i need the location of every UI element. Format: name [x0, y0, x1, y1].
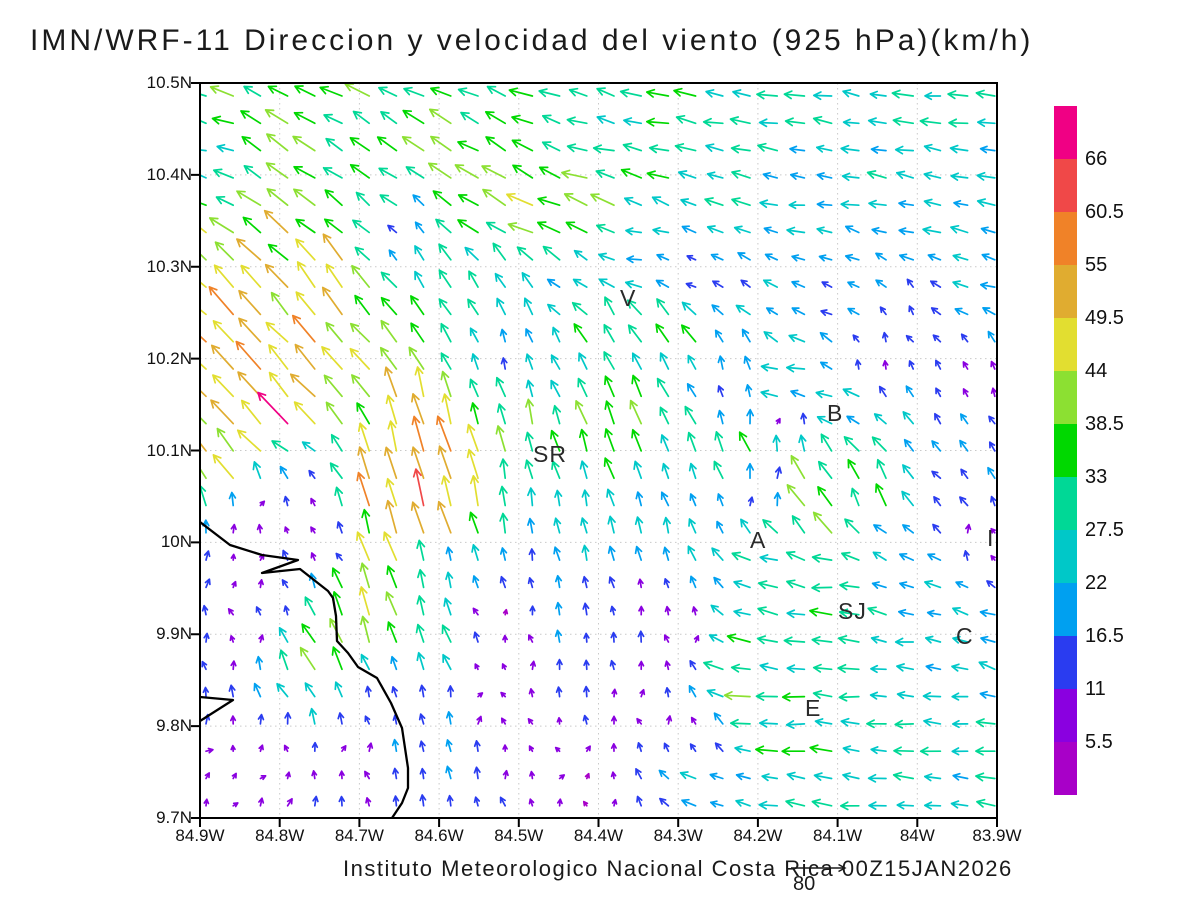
colorbar-label: 66 [1085, 148, 1108, 170]
reference-vector-arrow [791, 863, 847, 873]
colorbar-label: 60.5 [1085, 201, 1124, 223]
colorbar-label: 22 [1085, 572, 1108, 594]
colorbar-label: 27.5 [1085, 519, 1124, 541]
colorbar-segment [1054, 212, 1077, 265]
y-tick-label: 10.4N [146, 164, 192, 184]
x-tick-label: 84.8W [255, 826, 305, 845]
x-tick-label: 83.9W [972, 826, 1022, 845]
x-tick-label: 84.3W [653, 826, 703, 845]
x-tick-label: 84.9W [175, 826, 225, 845]
station-label-v: V [620, 285, 637, 311]
y-tick-label: 10.1N [146, 440, 192, 460]
colorbar-label: 5.5 [1085, 731, 1113, 753]
station-label-e: E [805, 695, 822, 721]
colorbar-segment [1054, 318, 1077, 371]
y-tick-label: 10.3N [146, 256, 192, 276]
x-tick-label: 84.6W [414, 826, 464, 845]
colorbar-segment [1054, 424, 1077, 477]
x-tick-label: 84.2W [733, 826, 783, 845]
colorbar-segment [1054, 689, 1077, 742]
chart-title: IMN/WRF-11 Direccion y velocidad del vie… [30, 24, 1034, 57]
y-tick-label: 10.5N [146, 73, 192, 92]
colorbar-segment [1054, 106, 1077, 159]
x-tick-label: 84.1W [813, 826, 863, 845]
x-tick-label: 84.7W [334, 826, 384, 845]
colorbar-segment [1054, 583, 1077, 636]
colorbar-label: 49.5 [1085, 307, 1124, 329]
colorbar-segment [1054, 477, 1077, 530]
colorbar-label: 55 [1085, 254, 1108, 276]
x-tick-label: 84W [899, 826, 935, 845]
station-label-a: A [750, 527, 767, 553]
y-tick-label: 9.9N [156, 624, 192, 644]
colorbar-label: 38.5 [1085, 413, 1124, 435]
x-tick-label: 84.4W [573, 826, 624, 845]
colorbar-label: 44 [1085, 360, 1108, 382]
y-tick-label: 10N [160, 532, 192, 552]
coastline [200, 521, 410, 818]
station-label-b: B [827, 400, 844, 426]
x-tick-label: 84.5W [494, 826, 544, 845]
coastline-spit [200, 695, 235, 722]
station-label-sr: SR [533, 441, 567, 467]
colorbar-segment [1054, 159, 1077, 212]
y-tick-label: 9.7N [156, 808, 192, 827]
station-label-sj: SJ [838, 598, 867, 624]
colorbar-segment [1054, 530, 1077, 583]
reference-vector-label: 80 [793, 873, 816, 895]
colorbar [1054, 106, 1077, 795]
colorbar-segment [1054, 636, 1077, 689]
y-tick-label: 10.2N [146, 348, 192, 368]
colorbar-label: 33 [1085, 466, 1108, 488]
colorbar-segment [1054, 742, 1077, 795]
y-tick-label: 9.8N [156, 716, 192, 736]
colorbar-label: 16.5 [1085, 625, 1124, 647]
colorbar-segment [1054, 265, 1077, 318]
colorbar-segment [1054, 371, 1077, 424]
station-label-c: C [956, 623, 974, 649]
credit-text: Instituto Meteorologico Nacional Costa R… [343, 856, 1013, 881]
station-label-i: I [987, 525, 995, 551]
colorbar-label: 11 [1085, 678, 1106, 700]
wind-arrows [200, 83, 997, 818]
